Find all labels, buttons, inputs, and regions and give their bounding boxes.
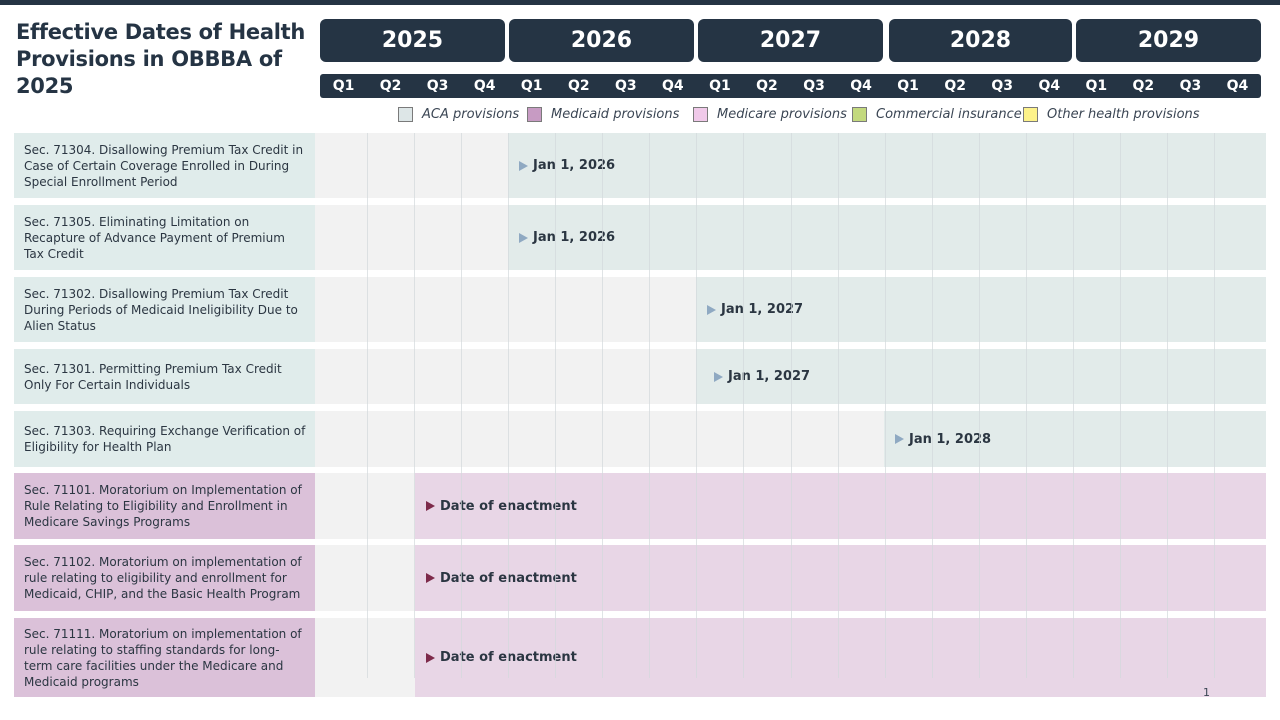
year-header-2025: 2025 <box>320 19 505 62</box>
quarter-gridline <box>1073 133 1074 678</box>
quarter-gridline <box>743 133 744 678</box>
quarter-header-bar <box>320 74 1261 98</box>
provision-bar <box>884 411 1266 467</box>
quarter-header-2026-Q3: Q3 <box>614 78 637 94</box>
quarter-header-2028-Q1: Q1 <box>897 78 919 94</box>
legend-label: Commercial insurance <box>876 106 1022 122</box>
legend-swatch <box>693 106 708 122</box>
year-header-2028: 2028 <box>889 19 1072 62</box>
year-header-2027: 2027 <box>698 19 883 62</box>
year-header-2029: 2029 <box>1076 19 1261 62</box>
quarter-header-2027-Q4: Q4 <box>850 78 872 94</box>
quarter-header-2029-Q4: Q4 <box>1226 78 1249 94</box>
marker-triangle-icon <box>519 232 528 243</box>
legend-label: Medicaid provisions <box>551 106 680 122</box>
marker-triangle-icon <box>519 160 528 171</box>
quarter-gridline <box>414 133 415 678</box>
page-title: Effective Dates of Health Provisions in … <box>16 20 306 98</box>
provision-label: Sec. 71111. Moratorium on implementation… <box>14 618 315 697</box>
legend-swatch <box>527 106 542 122</box>
marker-triangle-icon <box>714 371 723 382</box>
quarter-header-2025-Q3: Q3 <box>426 78 449 94</box>
marker-label: Jan 1, 2026 <box>533 230 616 245</box>
legend-item: ACA provisions <box>398 104 519 124</box>
quarter-gridline <box>367 133 368 678</box>
legend-label: Other health provisions <box>1047 106 1200 122</box>
legend-swatch <box>1023 106 1038 122</box>
quarter-header-2026-Q4: Q4 <box>662 78 684 94</box>
provision-label: Sec. 71304. Disallowing Premium Tax Cred… <box>14 133 315 198</box>
quarter-header-2028-Q3: Q3 <box>991 78 1014 94</box>
legend-item: Commercial insurance <box>852 104 1022 124</box>
legend-swatch <box>398 106 413 122</box>
year-header-2026: 2026 <box>509 19 694 62</box>
legend-label: Medicare provisions <box>717 106 847 122</box>
provision-label: Sec. 71102. Moratorium on implementation… <box>14 545 315 611</box>
quarter-header-2026-Q2: Q2 <box>567 78 590 94</box>
marker-label: Jan 1, 2026 <box>533 158 616 173</box>
quarter-header-2027-Q1: Q1 <box>709 78 731 94</box>
provision-label: Sec. 71302. Disallowing Premium Tax Cred… <box>14 277 315 342</box>
marker-label: Jan 1, 2028 <box>909 431 992 447</box>
quarter-gridline <box>555 133 556 678</box>
legend-label: ACA provisions <box>422 106 520 122</box>
provision-bar <box>508 133 1266 198</box>
legend-item: Medicare provisions <box>693 104 847 124</box>
quarter-gridline <box>791 133 792 678</box>
provision-label: Sec. 71301. Permitting Premium Tax Credi… <box>14 349 315 404</box>
marker-label: Jan 1, 2027 <box>728 369 811 384</box>
quarter-header-2026-Q1: Q1 <box>520 78 543 94</box>
effective-date-marker: Jan 1, 2027 <box>714 349 810 404</box>
quarter-header-2027-Q3: Q3 <box>803 78 825 94</box>
effective-date-marker: Jan 1, 2027 <box>707 277 803 342</box>
quarter-gridline <box>1167 133 1168 678</box>
marker-triangle-icon <box>426 501 435 511</box>
quarter-header-2029-Q1: Q1 <box>1085 78 1108 94</box>
effective-date-marker: Jan 1, 2026 <box>519 205 615 270</box>
page-number: 1 <box>1203 686 1210 699</box>
quarter-gridline <box>838 133 839 678</box>
quarter-gridline <box>461 133 462 678</box>
quarter-gridline <box>1026 133 1027 678</box>
quarter-header-2025-Q1: Q1 <box>332 78 355 94</box>
provision-label: Sec. 71101. Moratorium on Implementation… <box>14 473 315 539</box>
quarter-gridline <box>979 133 980 678</box>
effective-date-marker: Jan 1, 2028 <box>895 411 991 467</box>
provision-bar <box>508 205 1266 270</box>
quarter-gridline <box>1214 133 1215 678</box>
marker-triangle-icon <box>426 652 435 663</box>
quarter-gridline <box>885 133 886 678</box>
legend-swatch <box>852 106 867 122</box>
provision-bar <box>415 545 1266 611</box>
quarter-header-2029-Q2: Q2 <box>1132 78 1155 94</box>
effective-date-marker: Jan 1, 2026 <box>519 133 615 198</box>
legend-item: Medicaid provisions <box>527 104 679 124</box>
quarter-gridline <box>932 133 933 678</box>
marker-triangle-icon <box>895 434 904 444</box>
marker-triangle-icon <box>426 573 435 583</box>
marker-triangle-icon <box>707 304 716 315</box>
provision-bar <box>415 618 1266 697</box>
legend-item: Other health provisions <box>1023 104 1200 124</box>
quarter-gridline <box>649 133 650 678</box>
quarter-header-2025-Q2: Q2 <box>379 78 402 94</box>
quarter-gridline <box>696 133 697 678</box>
provision-label: Sec. 71303. Requiring Exchange Verificat… <box>14 411 315 467</box>
quarter-gridline <box>1120 133 1121 678</box>
quarter-header-2029-Q3: Q3 <box>1179 78 1202 94</box>
top-accent-bar <box>0 0 1280 5</box>
marker-label: Jan 1, 2027 <box>721 302 804 317</box>
quarter-gridline <box>508 133 509 678</box>
quarter-gridline <box>602 133 603 678</box>
provision-label: Sec. 71305. Eliminating Limitation on Re… <box>14 205 315 270</box>
quarter-header-2027-Q2: Q2 <box>756 78 778 94</box>
provision-bar <box>415 473 1266 539</box>
quarter-header-2028-Q2: Q2 <box>944 78 966 94</box>
quarter-header-2028-Q4: Q4 <box>1038 78 1061 94</box>
quarter-header-2025-Q4: Q4 <box>473 78 496 94</box>
